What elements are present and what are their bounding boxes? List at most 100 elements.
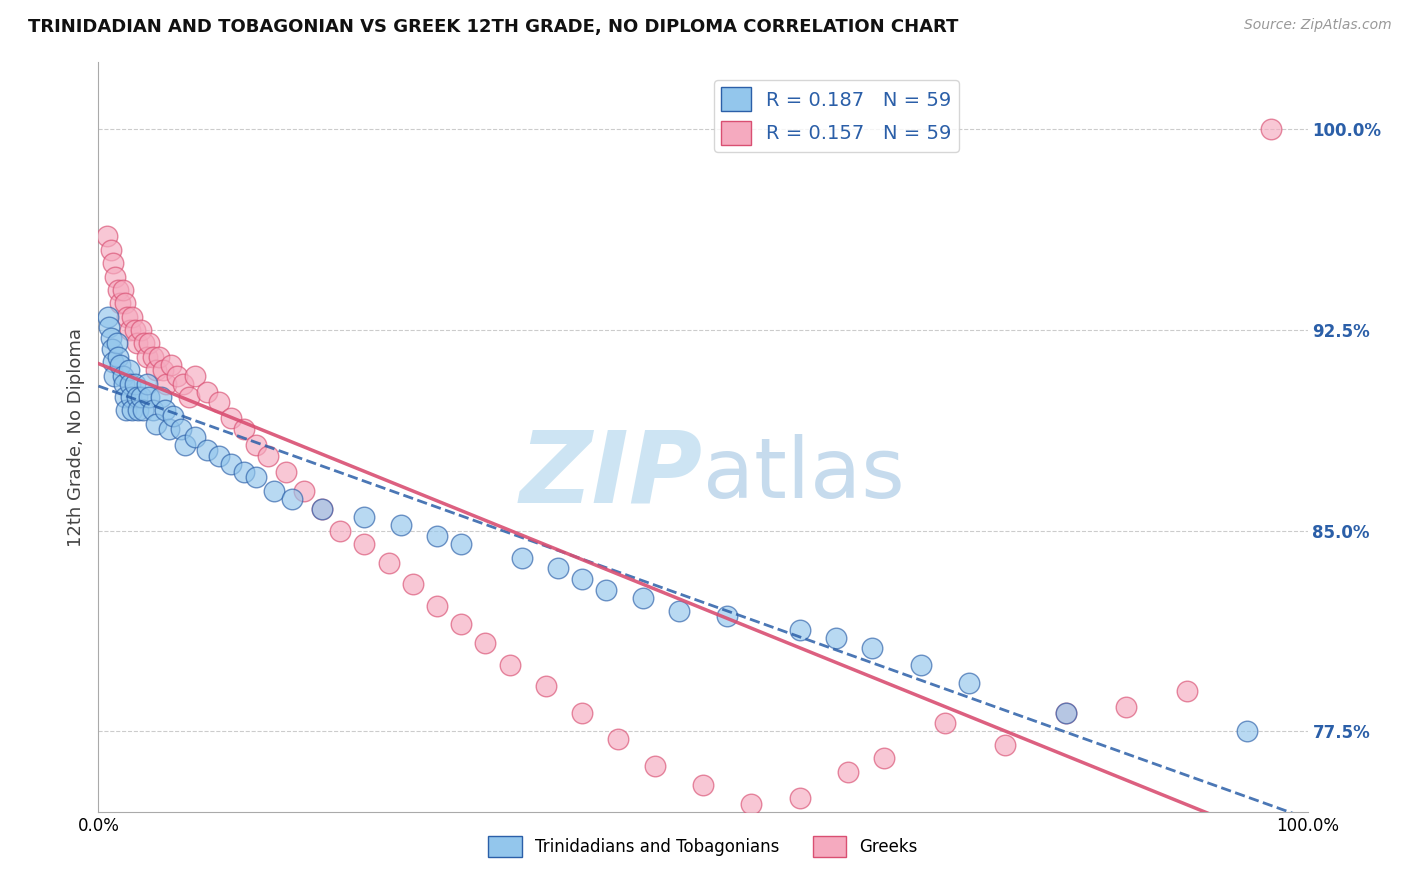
Point (145, 417, 167, 431)
Point (311, 502, 333, 516)
Point (115, 403, 138, 417)
Point (162, 409, 184, 423)
Point (789, 791, 811, 805)
Point (97, 310, 120, 324)
Point (426, 599, 449, 613)
Point (105, 336, 128, 351)
Point (263, 483, 285, 498)
Point (127, 336, 149, 351)
Point (1260, 122, 1282, 136)
Point (195, 384, 218, 399)
Point (100, 342, 122, 356)
Point (607, 732, 630, 747)
Point (96, 229, 118, 244)
Point (256, 449, 278, 463)
Point (129, 323, 152, 337)
Point (107, 283, 129, 297)
Point (135, 350, 157, 364)
Point (934, 716, 956, 731)
Point (150, 390, 173, 404)
Point (121, 403, 143, 417)
Point (98, 320, 121, 334)
Point (121, 310, 143, 324)
Point (108, 358, 131, 372)
Point (221, 457, 243, 471)
Point (169, 422, 191, 436)
Point (132, 403, 155, 417)
Point (547, 561, 569, 575)
Point (789, 623, 811, 637)
Point (160, 358, 183, 372)
Point (172, 376, 194, 391)
Point (138, 390, 160, 404)
Point (118, 323, 141, 337)
Point (100, 243, 122, 257)
Point (873, 751, 896, 765)
Text: atlas: atlas (703, 434, 904, 515)
Point (117, 310, 139, 324)
Point (311, 502, 333, 516)
Point (510, 550, 533, 565)
Point (221, 411, 243, 425)
Point (1054, 706, 1077, 720)
Point (426, 529, 449, 543)
Point (910, 657, 932, 672)
Point (353, 510, 375, 524)
Point (124, 376, 146, 391)
Point (353, 537, 375, 551)
Point (184, 368, 207, 383)
Point (281, 491, 304, 506)
Point (377, 556, 399, 570)
Point (292, 483, 315, 498)
Point (389, 518, 412, 533)
Text: ZIP: ZIP (520, 426, 703, 523)
Point (245, 470, 267, 484)
Legend: Trinidadians and Tobagonians, Greeks: Trinidadians and Tobagonians, Greeks (482, 830, 924, 863)
Text: TRINIDADIAN AND TOBAGONIAN VS GREEK 12TH GRADE, NO DIPLOMA CORRELATION CHART: TRINIDADIAN AND TOBAGONIAN VS GREEK 12TH… (28, 18, 959, 36)
Point (111, 283, 134, 297)
Point (232, 422, 254, 436)
Point (644, 759, 666, 773)
Point (107, 350, 129, 364)
Point (135, 376, 157, 391)
Point (148, 350, 170, 364)
Point (1115, 700, 1137, 714)
Point (108, 296, 131, 310)
Point (1054, 706, 1077, 720)
Point (111, 368, 134, 383)
Point (860, 641, 883, 656)
Point (184, 430, 207, 444)
Point (474, 636, 496, 650)
Point (571, 572, 593, 586)
Point (101, 355, 124, 369)
Point (1175, 684, 1198, 698)
Point (120, 390, 142, 404)
Point (142, 403, 165, 417)
Point (129, 390, 152, 404)
Point (195, 443, 218, 458)
Point (114, 390, 136, 404)
Point (245, 438, 267, 452)
Point (716, 609, 738, 624)
Point (232, 465, 254, 479)
Point (274, 465, 297, 479)
Point (142, 350, 165, 364)
Point (450, 537, 472, 551)
Point (402, 577, 425, 591)
Point (114, 296, 136, 310)
Point (127, 403, 149, 417)
Point (825, 631, 848, 645)
Point (692, 778, 714, 792)
Point (134, 336, 156, 351)
Point (631, 591, 654, 605)
Point (837, 764, 859, 779)
Point (595, 582, 617, 597)
Point (179, 390, 201, 404)
Point (152, 363, 174, 377)
Point (957, 676, 980, 690)
Y-axis label: 12th Grade, No Diploma: 12th Grade, No Diploma (66, 327, 84, 547)
Point (450, 617, 472, 632)
Point (124, 323, 146, 337)
Text: Source: ZipAtlas.com: Source: ZipAtlas.com (1244, 18, 1392, 32)
Point (994, 738, 1017, 752)
